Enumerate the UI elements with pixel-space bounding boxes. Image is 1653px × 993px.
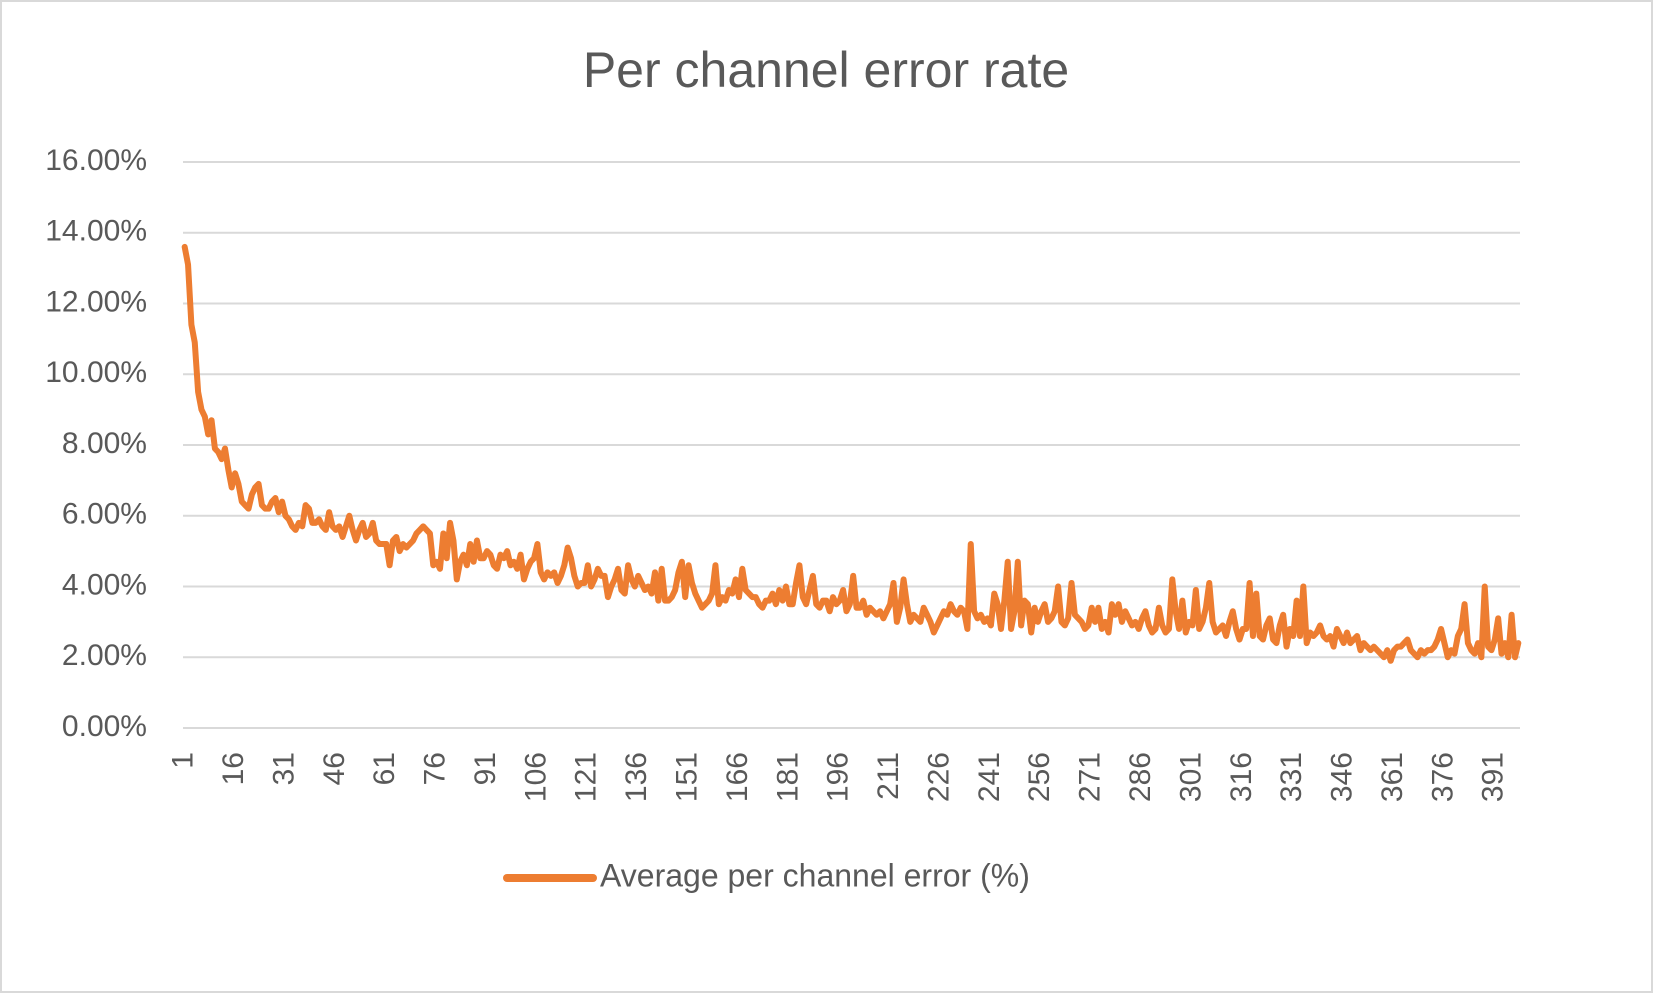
x-tick-label: 226 <box>922 752 955 802</box>
x-tick-label: 211 <box>872 752 905 800</box>
x-tick-label: 331 <box>1275 752 1308 802</box>
y-tick-label: 4.00% <box>62 568 147 601</box>
y-tick-label: 2.00% <box>62 639 147 672</box>
y-tick-label: 8.00% <box>62 427 147 460</box>
x-tick-label: 106 <box>519 752 552 802</box>
x-tick-label: 346 <box>1326 752 1359 802</box>
x-tick-label: 271 <box>1074 752 1107 802</box>
x-tick-label: 1 <box>167 752 200 769</box>
x-tick-label: 91 <box>469 752 502 785</box>
y-tick-label: 14.00% <box>45 215 147 248</box>
x-tick-label: 61 <box>368 752 401 785</box>
chart-title: Per channel error rate <box>583 42 1069 98</box>
x-tick-label: 316 <box>1225 752 1258 802</box>
x-tick-label: 391 <box>1477 752 1510 802</box>
x-tick-label: 286 <box>1124 752 1157 802</box>
x-tick-label: 151 <box>670 752 703 802</box>
y-tick-label: 16.00% <box>45 144 147 177</box>
x-tick-label: 16 <box>217 752 250 785</box>
x-tick-label: 76 <box>419 752 452 785</box>
y-tick-label: 6.00% <box>62 498 147 531</box>
y-tick-label: 12.00% <box>45 285 147 318</box>
y-tick-label: 0.00% <box>62 710 147 743</box>
x-tick-label: 361 <box>1376 752 1409 802</box>
x-tick-label: 46 <box>318 752 351 785</box>
y-tick-label: 10.00% <box>45 356 147 389</box>
x-tick-label: 31 <box>267 752 300 785</box>
series-line <box>181 243 1522 664</box>
legend-label: Average per channel error (%) <box>600 857 1030 893</box>
x-tick-label: 376 <box>1426 752 1459 802</box>
x-tick-label: 121 <box>570 752 603 802</box>
x-tick-label: 256 <box>1023 752 1056 802</box>
x-tick-label: 166 <box>721 752 754 802</box>
x-tick-label: 196 <box>822 752 855 802</box>
x-tick-label: 241 <box>973 752 1006 802</box>
x-tick-label: 181 <box>771 752 804 802</box>
x-tick-label: 136 <box>620 752 653 802</box>
x-tick-label: 301 <box>1174 752 1207 802</box>
